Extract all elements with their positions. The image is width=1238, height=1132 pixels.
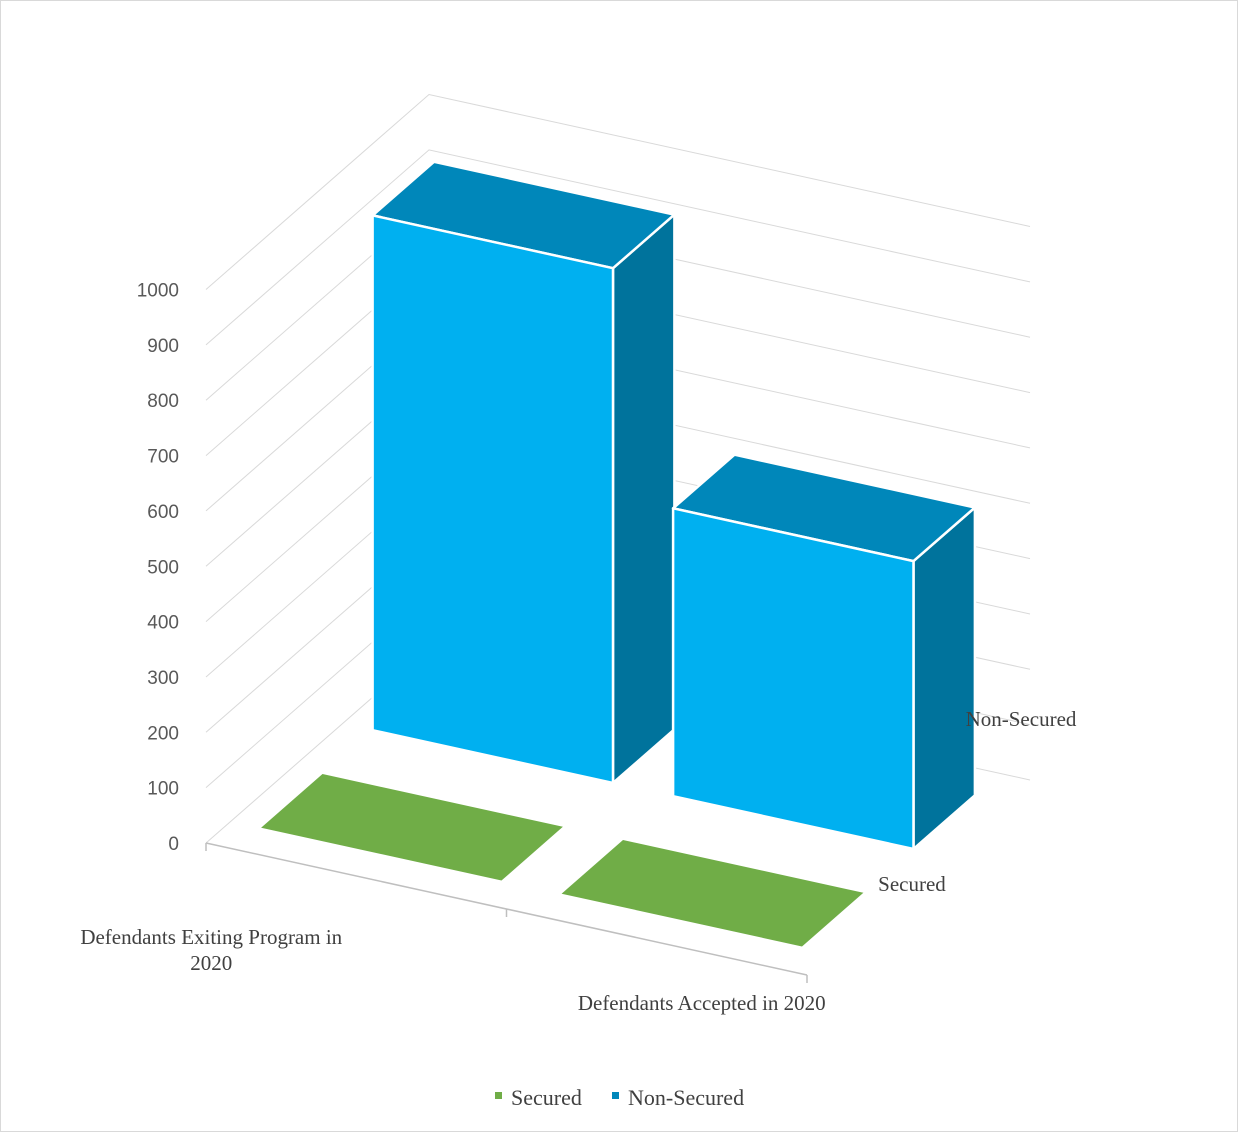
bar-top-face xyxy=(561,840,864,947)
bar-non-secured-1 xyxy=(371,160,676,785)
y-tick-label: 800 xyxy=(147,391,179,412)
bar-top-face xyxy=(261,774,563,881)
legend-entry: Secured xyxy=(511,1085,582,1110)
legend: Secured Non-Secured xyxy=(495,1085,744,1110)
category-label-line: Defendants Exiting Program in xyxy=(80,925,342,949)
bar-side-face xyxy=(611,213,676,785)
y-tick-label: 700 xyxy=(147,447,179,468)
gridline xyxy=(205,149,1031,346)
bar-front-face xyxy=(371,214,615,785)
y-tick-label: 300 xyxy=(147,668,179,689)
category-label-line: 2020 xyxy=(190,951,232,975)
legend-swatch xyxy=(612,1092,619,1099)
y-tick-label: 600 xyxy=(147,502,179,523)
bar-front-face xyxy=(671,507,915,851)
bar-non-secured-2 xyxy=(671,453,977,851)
series-axis-label: Non-Secured xyxy=(966,707,1077,731)
y-tick-label: 0 xyxy=(168,834,179,855)
category-label-line: Defendants Accepted in 2020 xyxy=(578,991,826,1015)
bar-secured-2 xyxy=(561,840,864,947)
y-tick-label: 100 xyxy=(147,779,179,800)
y-tick-label: 400 xyxy=(147,613,179,634)
y-tick-label: 1000 xyxy=(137,281,179,302)
category-label: Defendants Exiting Program in 2020 xyxy=(80,925,342,975)
series-axis-label: Secured xyxy=(878,872,946,896)
legend-entry: Non-Secured xyxy=(628,1085,744,1110)
bar-secured-1 xyxy=(261,774,563,881)
gridline xyxy=(205,93,1031,290)
legend-swatch xyxy=(495,1092,502,1099)
bars xyxy=(261,160,977,947)
y-tick-label: 200 xyxy=(147,723,179,744)
bar-side-face xyxy=(912,506,977,851)
category-label: Defendants Accepted in 2020 xyxy=(578,991,826,1015)
y-tick-label: 900 xyxy=(147,336,179,357)
y-tick-label: 500 xyxy=(147,557,179,578)
